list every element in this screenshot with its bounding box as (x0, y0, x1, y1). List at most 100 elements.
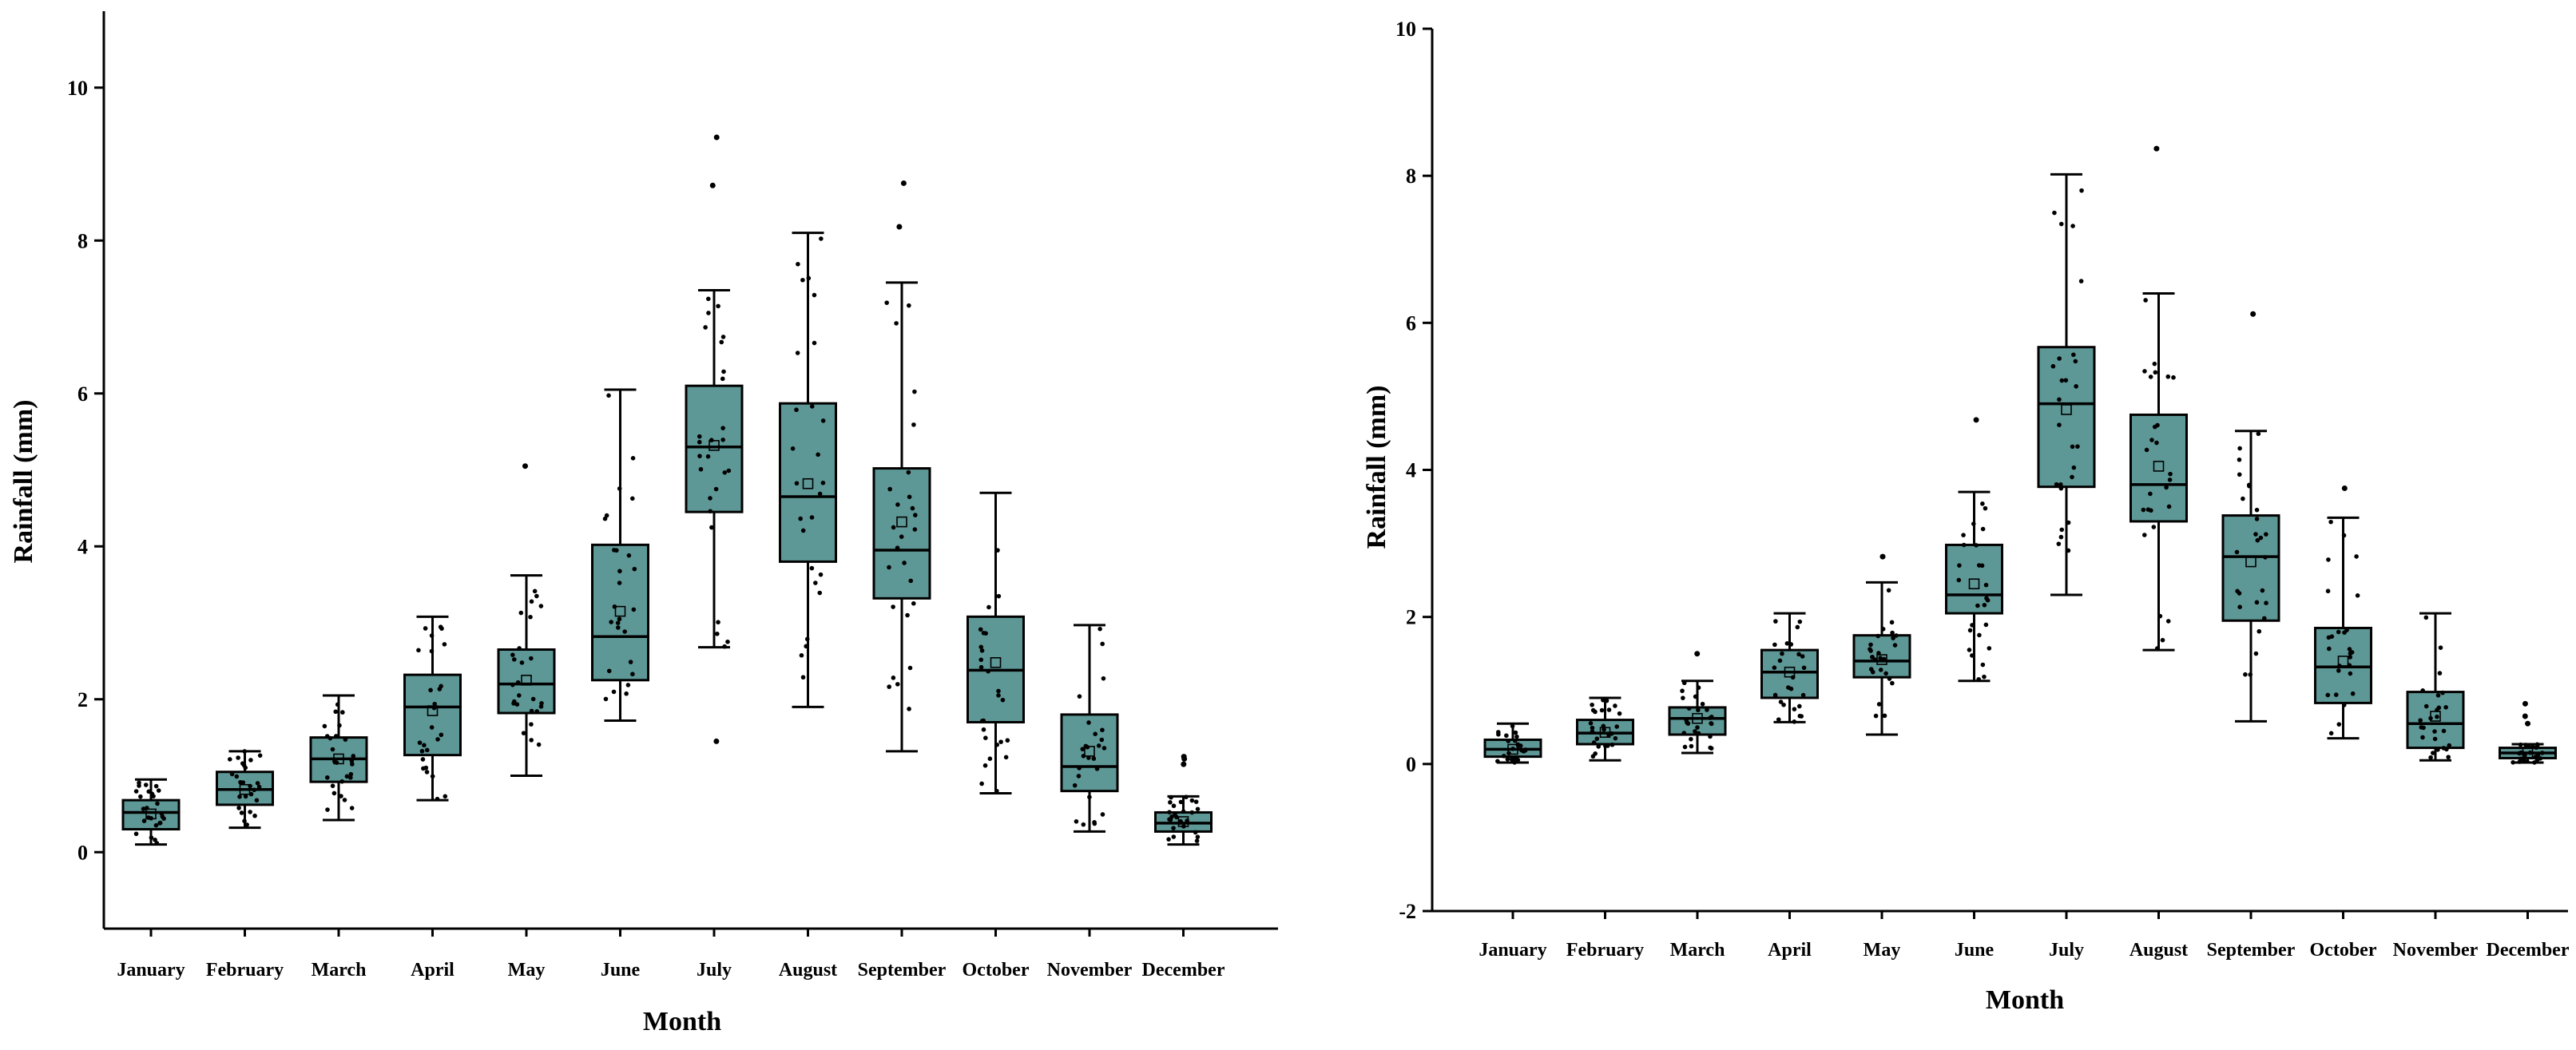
sample-point (1776, 717, 1781, 722)
box (2129, 413, 2188, 523)
sample-point (2325, 692, 2331, 698)
sample-point (2348, 671, 2353, 676)
sample-point (2435, 714, 2439, 719)
sample-point (911, 600, 916, 606)
sample-point (804, 636, 810, 642)
sample-point (820, 418, 826, 423)
sample-point (981, 727, 986, 732)
sample-point (153, 783, 159, 789)
sample-point (1797, 703, 1802, 709)
sample-point (1772, 642, 1777, 648)
sample-point (907, 707, 911, 711)
sample-point (2254, 600, 2260, 605)
sample-point (1510, 723, 1515, 729)
sample-point (1173, 812, 1177, 818)
y-axis-title: Rainfall (mm) (9, 400, 38, 564)
sample-point (1076, 774, 1082, 779)
sample-point (617, 486, 622, 491)
sample-point (529, 599, 534, 604)
mean-marker (1599, 727, 1611, 739)
sample-point (324, 734, 330, 739)
sample-point (708, 496, 712, 501)
sample-point (2153, 370, 2158, 375)
sample-point (606, 393, 611, 398)
sample-point (884, 300, 889, 305)
x-tick-label: December (2487, 940, 2570, 961)
sample-point (2063, 378, 2069, 383)
x-tick-label: January (117, 960, 185, 981)
sample-point (2441, 746, 2447, 751)
sample-point (510, 682, 515, 687)
mean-marker (990, 656, 1002, 668)
sample-point (908, 578, 914, 584)
outlier-point (1694, 651, 1701, 657)
sample-point (1801, 665, 1807, 671)
box (872, 467, 931, 600)
sample-point (2328, 519, 2333, 525)
sample-point (902, 561, 907, 565)
sample-point (133, 831, 139, 837)
y-tick-label: 10 (1395, 18, 1416, 41)
sample-point (252, 813, 257, 818)
sample-point (2355, 593, 2360, 598)
sample-point (2511, 759, 2515, 765)
sample-point (706, 296, 711, 302)
sample-point (1096, 743, 1101, 748)
sample-point (725, 639, 730, 644)
sample-point (1178, 799, 1184, 805)
sample-point (986, 668, 990, 674)
sample-point (1514, 734, 1519, 739)
y-tick-label: 0 (1406, 753, 1416, 776)
sample-point (1610, 731, 1614, 736)
sample-point (895, 545, 900, 550)
x-tick-label: April (411, 960, 454, 981)
sample-point (722, 644, 727, 649)
sample-point (1982, 674, 1987, 680)
sample-point (2142, 369, 2147, 374)
sample-point (891, 676, 896, 680)
sample-point (697, 434, 702, 439)
sample-point (2420, 688, 2425, 693)
sample-point (1689, 743, 1694, 749)
sample-point (987, 756, 993, 761)
y-tick-label: 4 (77, 535, 88, 558)
sample-point (1593, 709, 1598, 715)
y-tick-label: 6 (1406, 311, 1416, 335)
sample-point (1979, 563, 1985, 569)
sample-point (910, 505, 915, 511)
x-tick-label: October (2310, 940, 2377, 961)
sample-point (343, 737, 348, 742)
sample-point (1792, 707, 1797, 711)
sample-point (2342, 630, 2347, 636)
sample-point (529, 738, 534, 743)
sample-point (1591, 740, 1597, 745)
sample-point (1781, 702, 1786, 707)
sample-point (1780, 651, 1784, 656)
sample-point (141, 818, 147, 823)
sample-point (1894, 633, 1899, 638)
sample-point (1987, 646, 1992, 651)
sample-point (348, 775, 353, 780)
sample-point (2328, 731, 2334, 736)
sample-point (614, 548, 619, 553)
sample-point (1772, 694, 1778, 699)
sample-point (615, 620, 621, 625)
sample-point (604, 513, 609, 518)
sample-point (799, 652, 804, 658)
sample-point (419, 748, 425, 754)
sample-point (2354, 554, 2359, 559)
sample-point (2071, 465, 2077, 470)
sample-point (2264, 600, 2268, 606)
sample-point (1617, 711, 1622, 716)
sample-point (907, 665, 913, 671)
sample-point (1797, 619, 1803, 624)
sample-point (1971, 521, 1976, 526)
outlier-point (709, 182, 716, 188)
sample-point (891, 604, 895, 609)
sample-point (330, 783, 335, 788)
sample-point (1887, 676, 1892, 681)
sample-point (996, 693, 1001, 698)
sample-point (2074, 384, 2078, 389)
sample-point (721, 369, 726, 374)
sample-point (1961, 533, 1966, 537)
